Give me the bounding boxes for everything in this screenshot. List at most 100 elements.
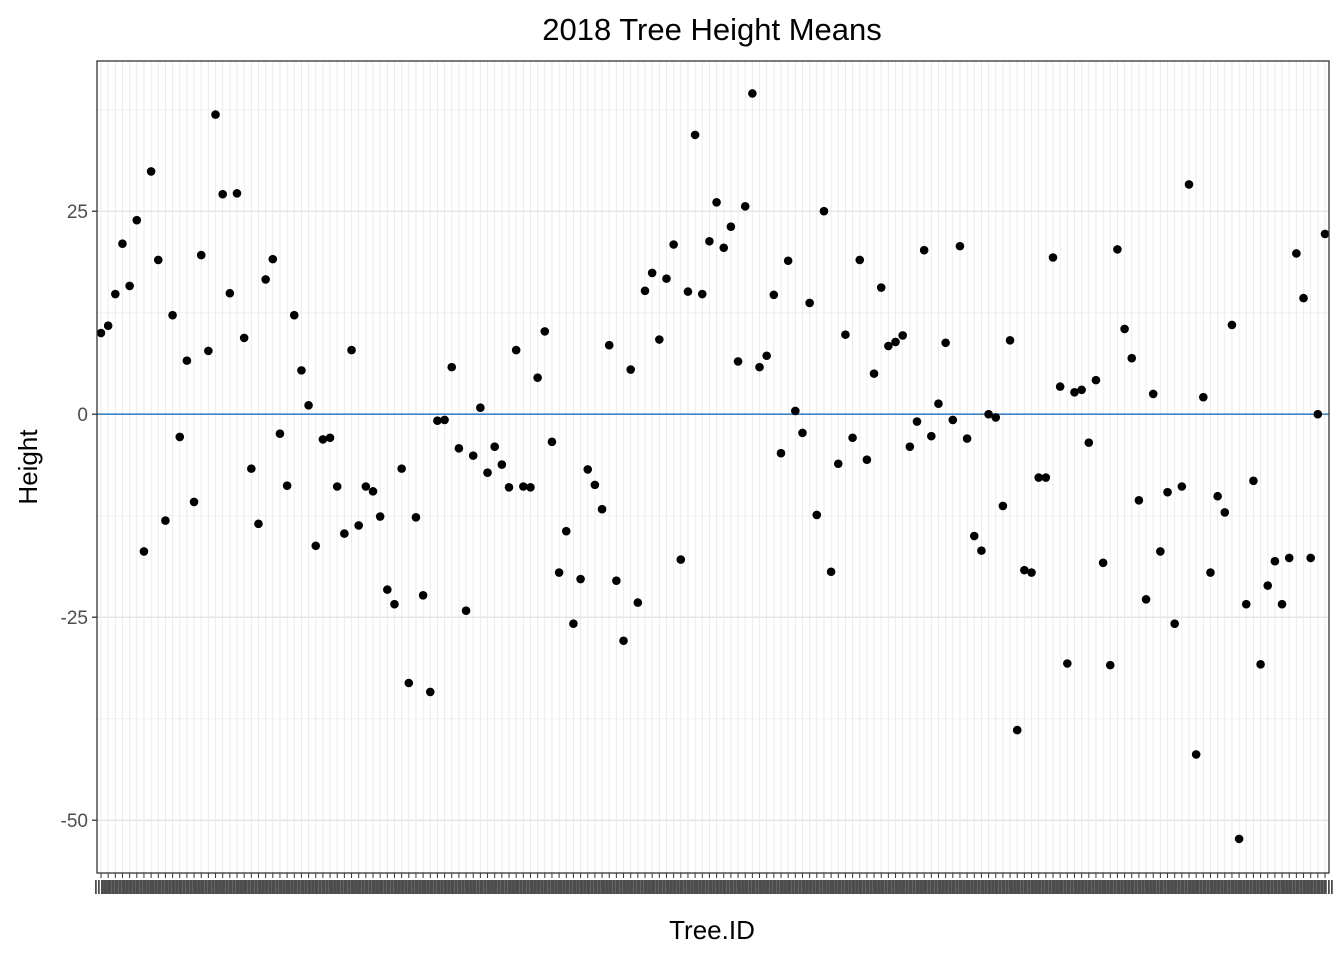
plot-border xyxy=(96,60,1330,874)
x-tick-label-glyph xyxy=(784,880,786,894)
x-tick-label-glyph xyxy=(498,880,501,894)
x-tick-label-glyph xyxy=(308,880,311,894)
x-tick-label-glyph xyxy=(285,880,288,894)
x-tick-label-glyph xyxy=(158,880,161,894)
data-point xyxy=(361,482,371,491)
x-tick-label-glyph xyxy=(234,880,236,894)
x-tick-label-glyph xyxy=(613,880,616,894)
x-tick-label-glyph xyxy=(529,880,532,894)
x-tick-label-glyph xyxy=(706,880,709,894)
data-point xyxy=(912,417,922,426)
x-tick-label-glyph xyxy=(741,880,743,894)
x-tick-label-glyph xyxy=(832,880,835,894)
data-point xyxy=(247,464,256,473)
data-point xyxy=(1048,253,1058,262)
x-tick-label-glyph xyxy=(1234,880,1237,894)
x-tick-label-glyph xyxy=(527,880,530,894)
x-tick-label-glyph xyxy=(1034,880,1037,894)
x-tick-label-glyph xyxy=(1117,880,1120,894)
data-point xyxy=(1206,568,1215,577)
data-point xyxy=(1098,558,1108,568)
x-tick-label-glyph xyxy=(1285,880,1287,894)
x-tick-label-glyph xyxy=(121,880,124,894)
x-tick-label-glyph xyxy=(597,880,600,894)
x-tick-label-glyph xyxy=(168,880,171,894)
x-tick-label-glyph xyxy=(159,880,162,894)
data-point xyxy=(433,416,442,426)
x-tick-label-glyph xyxy=(434,880,437,894)
x-tick-label-glyph xyxy=(445,880,448,894)
x-tick-label-glyph xyxy=(915,880,918,894)
x-tick-label-glyph xyxy=(370,880,372,894)
x-tick-label-glyph xyxy=(533,880,536,894)
x-tick-label-glyph xyxy=(118,880,121,894)
y-tick-label: 25 xyxy=(67,202,88,223)
x-tick-label-glyph xyxy=(872,880,875,894)
x-tick-label-glyph xyxy=(388,880,391,894)
x-tick-label-glyph xyxy=(1041,880,1044,894)
x-tick-label-glyph xyxy=(188,880,190,894)
x-tick-label-glyph xyxy=(1322,880,1324,894)
x-tick-label-glyph xyxy=(423,880,425,894)
x-tick-label-glyph xyxy=(799,880,802,894)
x-tick-label-glyph xyxy=(1173,880,1176,894)
x-tick-label-glyph xyxy=(869,880,872,894)
x-tick-label-glyph xyxy=(1192,880,1194,894)
x-tick-label-glyph xyxy=(359,880,362,894)
x-tick-label-glyph xyxy=(967,880,969,894)
x-tick-label-glyph xyxy=(452,880,455,894)
x-tick-label-glyph xyxy=(1230,880,1233,894)
x-tick-label-glyph xyxy=(1001,880,1004,894)
data-point xyxy=(497,460,507,469)
x-tick-label-glyph xyxy=(752,880,755,894)
x-tick-label-glyph xyxy=(1210,880,1213,894)
x-tick-label-glyph xyxy=(248,880,251,894)
x-tick-label-glyph xyxy=(1216,880,1219,894)
x-tick-label-glyph xyxy=(1035,880,1038,894)
x-tick-label-glyph xyxy=(344,880,347,894)
data-point xyxy=(955,241,965,251)
x-tick-label-glyph xyxy=(1180,880,1183,894)
data-point xyxy=(533,373,542,382)
x-tick-label-glyph xyxy=(1014,880,1017,894)
x-tick-label-glyph xyxy=(490,880,493,894)
x-tick-label-glyph xyxy=(1274,880,1277,894)
x-tick-label-glyph xyxy=(448,880,451,894)
x-tick-label-glyph xyxy=(580,880,583,894)
x-tick-label-glyph xyxy=(572,880,575,894)
x-tick-label-glyph xyxy=(381,880,384,894)
x-tick-label-glyph xyxy=(536,880,539,894)
x-tick-label-glyph xyxy=(693,880,696,894)
x-tick-label-glyph xyxy=(175,880,178,894)
x-tick-label-glyph xyxy=(268,880,271,894)
x-tick-label-glyph xyxy=(769,880,772,894)
x-tick-label-glyph xyxy=(1056,880,1058,894)
x-tick-label-glyph xyxy=(278,880,281,894)
x-tick-label-glyph xyxy=(391,880,394,894)
x-tick-label-glyph xyxy=(1074,880,1077,894)
x-tick-label-glyph xyxy=(941,880,944,894)
x-tick-label-glyph xyxy=(460,880,462,894)
x-tick-label-glyph xyxy=(924,880,926,894)
x-tick-label-glyph xyxy=(507,880,510,894)
x-tick-label-glyph xyxy=(421,880,424,894)
x-tick-label-glyph xyxy=(151,880,153,894)
x-tick-label-glyph xyxy=(1045,880,1048,894)
x-tick-label-glyph xyxy=(736,880,739,894)
x-tick-label-glyph xyxy=(1002,880,1005,894)
x-tick-label-glyph xyxy=(820,880,823,894)
x-tick-label-glyph xyxy=(1125,880,1128,894)
x-tick-label-glyph xyxy=(651,880,653,894)
x-tick-label-glyph xyxy=(524,880,527,894)
data-point xyxy=(368,487,378,496)
data-point xyxy=(289,310,299,320)
data-point xyxy=(690,130,700,140)
x-tick-label-glyph xyxy=(1101,880,1104,894)
data-point xyxy=(268,254,278,264)
x-tick-label-glyph xyxy=(1331,880,1333,894)
data-point xyxy=(468,451,478,460)
x-tick-label-glyph xyxy=(429,880,431,894)
x-tick-label-glyph xyxy=(995,880,998,894)
x-tick-label-glyph xyxy=(968,880,971,894)
data-point xyxy=(1270,556,1280,566)
